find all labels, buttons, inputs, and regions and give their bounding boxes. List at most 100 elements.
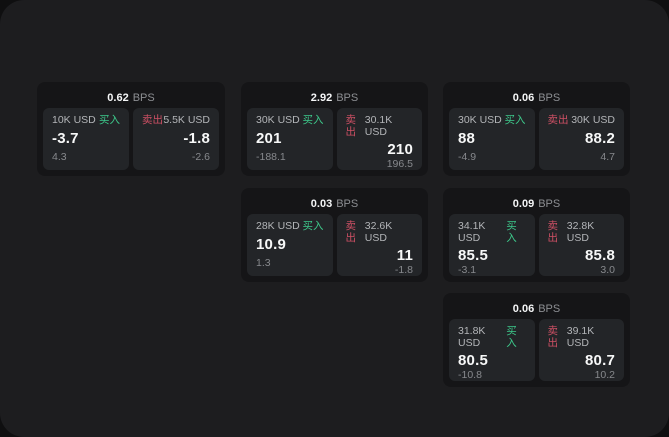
bps-value: 2.92 bbox=[310, 91, 333, 104]
buy-pane[interactable]: 34.1K USD 买入 85.5 -3.1 bbox=[449, 214, 535, 276]
buy-pane-header: 31.8K USD 买入 bbox=[458, 325, 526, 349]
buy-amount: 10K USD bbox=[52, 114, 96, 126]
sell-sub-value: 196.5 bbox=[386, 157, 413, 170]
buy-amount: 28K USD bbox=[256, 220, 300, 232]
buy-value: 85.5 bbox=[458, 247, 488, 265]
buy-amount: 30K USD bbox=[256, 114, 300, 126]
buy-value: -3.7 bbox=[52, 129, 79, 147]
sell-sub-value: 3.0 bbox=[600, 263, 615, 276]
bps-header: 2.92 BPS bbox=[247, 88, 422, 108]
sell-pane-header: 卖出 39.1K USD bbox=[547, 325, 616, 349]
sell-amount: 32.6K USD bbox=[364, 220, 393, 244]
bps-header: 0.03 BPS bbox=[247, 194, 422, 214]
sell-pane-header: 卖出 30K USD bbox=[547, 114, 616, 127]
buy-sub-value: -188.1 bbox=[256, 151, 286, 164]
buy-sub-value: 4.3 bbox=[52, 151, 67, 164]
sell-sub-value: -2.6 bbox=[191, 151, 210, 164]
buy-amount: 30K USD bbox=[458, 114, 502, 126]
quote-card: 0.09 BPS 34.1K USD 买入 85.5 -3.1 卖出 32.8K… bbox=[443, 188, 630, 282]
buy-pane[interactable]: 30K USD 买入 201 -188.1 bbox=[247, 108, 333, 170]
sell-amount: 39.1K USD bbox=[566, 325, 595, 349]
sell-value: 210 bbox=[387, 141, 413, 159]
quote-panes: 10K USD 买入 -3.7 4.3 卖出 5.5K USD -1.8 -2.… bbox=[43, 108, 219, 170]
bps-unit-label: BPS bbox=[336, 197, 359, 210]
sell-label: 卖出 bbox=[547, 114, 569, 126]
sell-label: 卖出 bbox=[345, 114, 357, 138]
buy-label: 买入 bbox=[504, 114, 526, 126]
buy-value: 201 bbox=[256, 129, 282, 147]
sell-pane[interactable]: 卖出 30K USD 88.2 4.7 bbox=[538, 108, 624, 170]
bps-unit-label: BPS bbox=[538, 91, 561, 104]
quote-panes: 30K USD 买入 201 -188.1 卖出 30.1K USD 210 1… bbox=[247, 108, 422, 170]
buy-pane[interactable]: 30K USD 买入 88 -4.9 bbox=[449, 108, 535, 170]
bps-unit-label: BPS bbox=[538, 302, 561, 315]
sell-pane[interactable]: 卖出 5.5K USD -1.8 -2.6 bbox=[133, 108, 219, 170]
quote-panes: 34.1K USD 买入 85.5 -3.1 卖出 32.8K USD 85.8… bbox=[449, 214, 624, 276]
bps-value: 0.06 bbox=[512, 91, 535, 104]
bps-unit-label: BPS bbox=[336, 91, 359, 104]
buy-pane[interactable]: 28K USD 买入 10.9 1.3 bbox=[247, 214, 333, 276]
sell-pane[interactable]: 卖出 32.8K USD 85.8 3.0 bbox=[538, 214, 624, 276]
sell-pane-header: 卖出 32.6K USD bbox=[345, 220, 414, 244]
quote-panes: 30K USD 买入 88 -4.9 卖出 30K USD 88.2 4.7 bbox=[449, 108, 624, 170]
buy-pane-header: 28K USD 买入 bbox=[256, 220, 324, 233]
sell-amount: 32.8K USD bbox=[566, 220, 595, 244]
bps-header: 0.09 BPS bbox=[449, 194, 624, 214]
quote-card: 0.06 BPS 31.8K USD 买入 80.5 -10.8 卖出 39.1… bbox=[443, 293, 630, 387]
buy-label: 买入 bbox=[302, 220, 324, 232]
bps-unit-label: BPS bbox=[538, 197, 561, 210]
sell-pane-header: 卖出 5.5K USD bbox=[142, 114, 210, 127]
sell-value: -1.8 bbox=[183, 129, 210, 147]
buy-amount: 31.8K USD bbox=[458, 325, 486, 349]
buy-label: 买入 bbox=[506, 325, 517, 349]
buy-label: 买入 bbox=[506, 220, 517, 244]
buy-pane[interactable]: 31.8K USD 买入 80.5 -10.8 bbox=[449, 319, 535, 381]
sell-pane-header: 卖出 30.1K USD bbox=[345, 114, 414, 138]
sell-label: 卖出 bbox=[142, 114, 163, 126]
sell-value: 88.2 bbox=[585, 129, 615, 147]
sell-sub-value: -1.8 bbox=[394, 263, 413, 276]
buy-label: 买入 bbox=[99, 114, 120, 126]
bps-header: 0.62 BPS bbox=[43, 88, 219, 108]
buy-amount: 34.1K USD bbox=[458, 220, 486, 244]
sell-amount: 5.5K USD bbox=[163, 114, 210, 126]
bps-header: 0.06 BPS bbox=[449, 299, 624, 319]
bps-value: 0.62 bbox=[107, 91, 129, 104]
quote-card: 0.06 BPS 30K USD 买入 88 -4.9 卖出 30K USD 8… bbox=[443, 82, 630, 176]
bps-value: 0.06 bbox=[512, 302, 535, 315]
sell-pane[interactable]: 卖出 39.1K USD 80.7 10.2 bbox=[538, 319, 624, 381]
buy-sub-value: -3.1 bbox=[458, 263, 477, 276]
sell-pane[interactable]: 卖出 30.1K USD 210 196.5 bbox=[336, 108, 422, 170]
sell-pane-header: 卖出 32.8K USD bbox=[547, 220, 616, 244]
buy-sub-value: -10.8 bbox=[458, 368, 482, 381]
buy-value: 88 bbox=[458, 129, 476, 147]
buy-label: 买入 bbox=[302, 114, 324, 126]
buy-value: 10.9 bbox=[256, 235, 286, 253]
sell-sub-value: 10.2 bbox=[594, 368, 615, 381]
quote-panes: 28K USD 买入 10.9 1.3 卖出 32.6K USD 11 -1.8 bbox=[247, 214, 422, 276]
sell-label: 卖出 bbox=[547, 325, 559, 349]
sell-amount: 30.1K USD bbox=[364, 114, 393, 138]
bps-value: 0.03 bbox=[310, 197, 333, 210]
buy-value: 80.5 bbox=[458, 352, 488, 370]
sell-sub-value: 4.7 bbox=[600, 151, 615, 164]
sell-label: 卖出 bbox=[547, 220, 559, 244]
buy-pane[interactable]: 10K USD 买入 -3.7 4.3 bbox=[43, 108, 129, 170]
sell-pane[interactable]: 卖出 32.6K USD 11 -1.8 bbox=[336, 214, 422, 276]
buy-pane-header: 10K USD 买入 bbox=[52, 114, 120, 127]
sell-value: 11 bbox=[396, 247, 413, 265]
sell-amount: 30K USD bbox=[571, 114, 615, 126]
quote-card: 0.62 BPS 10K USD 买入 -3.7 4.3 卖出 5.5K USD… bbox=[37, 82, 225, 176]
buy-pane-header: 30K USD 买入 bbox=[458, 114, 526, 127]
quote-card: 0.03 BPS 28K USD 买入 10.9 1.3 卖出 32.6K US… bbox=[241, 188, 428, 282]
buy-sub-value: 1.3 bbox=[256, 257, 271, 270]
bps-header: 0.06 BPS bbox=[449, 88, 624, 108]
buy-pane-header: 34.1K USD 买入 bbox=[458, 220, 526, 244]
quote-panes: 31.8K USD 买入 80.5 -10.8 卖出 39.1K USD 80.… bbox=[449, 319, 624, 381]
buy-pane-header: 30K USD 买入 bbox=[256, 114, 324, 127]
bps-unit-label: BPS bbox=[132, 91, 155, 104]
sell-value: 85.8 bbox=[585, 247, 615, 265]
bps-value: 0.09 bbox=[512, 197, 535, 210]
sell-label: 卖出 bbox=[345, 220, 357, 244]
